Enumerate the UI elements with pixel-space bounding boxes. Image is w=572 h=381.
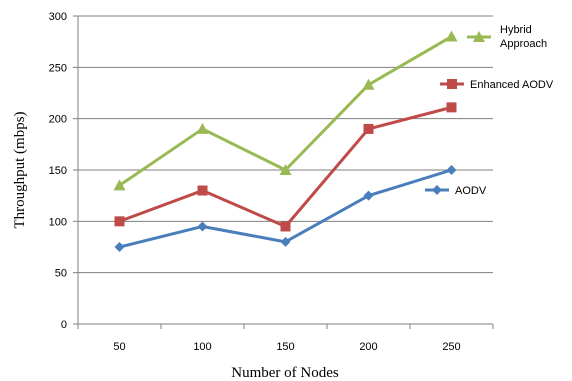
data-point <box>362 78 375 90</box>
data-point <box>445 30 458 42</box>
y-tick-label: 200 <box>49 114 67 126</box>
legend-label: AODV <box>455 185 487 197</box>
data-point <box>446 102 457 113</box>
data-point <box>446 165 457 175</box>
legend-item-hybrid-approach: Hybrid Approach <box>467 24 547 50</box>
series-line-hybrid-approach <box>118 35 453 187</box>
y-tick-labels: 0 50 100 150 200 250 300 <box>49 11 78 331</box>
y-tick-label: 250 <box>49 62 67 74</box>
x-tick-label: 150 <box>276 341 294 353</box>
x-tick-label: 100 <box>193 341 211 353</box>
series-hybrid-approach <box>113 30 458 191</box>
legend-item-aodv: AODV <box>425 185 487 197</box>
legend-marker <box>473 31 485 42</box>
data-point <box>114 242 125 252</box>
gridlines <box>78 15 493 274</box>
data-point <box>363 123 374 134</box>
data-point <box>114 216 125 227</box>
y-tick-label: 0 <box>61 319 67 331</box>
data-point <box>196 122 209 134</box>
data-point <box>279 164 292 175</box>
y-axis-title: Throughput (mbps) <box>12 111 28 228</box>
y-tick-label: 150 <box>49 165 67 177</box>
legend-marker <box>447 79 457 89</box>
series-aodv <box>114 165 457 252</box>
x-tick-label: 50 <box>113 341 125 353</box>
legend-marker <box>432 185 442 195</box>
y-tick-label: 50 <box>55 268 67 280</box>
series <box>113 30 458 252</box>
data-point <box>363 190 374 201</box>
legend: AODV Enhanced AODV Hybrid Approach <box>425 24 554 197</box>
data-point <box>280 221 291 232</box>
data-point <box>113 179 126 191</box>
x-tick-label: 250 <box>442 341 460 353</box>
x-tick-labels: 50 100 150 200 250 <box>77 324 494 353</box>
legend-label: Hybrid Approach <box>500 24 547 50</box>
series-enhanced-aodv <box>114 102 457 232</box>
legend-label: Enhanced AODV <box>470 79 554 91</box>
x-tick-label: 200 <box>359 341 377 353</box>
legend-item-enhanced-aodv: Enhanced AODV <box>440 79 554 91</box>
x-axis-title: Number of Nodes <box>231 365 339 381</box>
series-line-aodv <box>119 168 452 249</box>
data-point <box>197 221 208 232</box>
data-point <box>197 185 208 196</box>
y-tick-label: 300 <box>49 11 67 23</box>
data-point <box>280 236 291 247</box>
y-tick-label: 100 <box>49 216 67 228</box>
